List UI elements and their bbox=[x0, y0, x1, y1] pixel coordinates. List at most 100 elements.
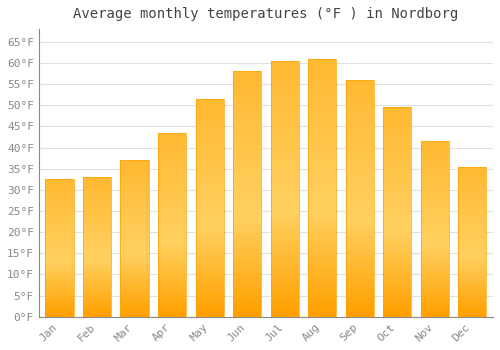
Bar bbox=[196, 134, 224, 138]
Bar bbox=[270, 122, 299, 127]
Bar bbox=[308, 105, 336, 110]
Bar bbox=[83, 297, 111, 300]
Bar bbox=[346, 132, 374, 137]
Bar bbox=[270, 286, 299, 291]
Bar bbox=[383, 107, 412, 112]
Bar bbox=[308, 245, 336, 250]
Bar bbox=[458, 167, 486, 317]
Bar bbox=[196, 151, 224, 155]
Bar bbox=[83, 239, 111, 241]
Bar bbox=[308, 59, 336, 317]
Bar bbox=[158, 302, 186, 306]
Bar bbox=[346, 80, 374, 317]
Bar bbox=[383, 107, 412, 317]
Bar bbox=[233, 204, 261, 209]
Bar bbox=[83, 264, 111, 267]
Bar bbox=[83, 306, 111, 308]
Bar bbox=[346, 212, 374, 217]
Bar bbox=[158, 162, 186, 166]
Bar bbox=[421, 261, 449, 264]
Bar bbox=[196, 247, 224, 251]
Bar bbox=[196, 238, 224, 243]
Bar bbox=[233, 160, 261, 164]
Bar bbox=[308, 59, 336, 64]
Bar bbox=[383, 208, 412, 212]
Bar bbox=[346, 146, 374, 151]
Bar bbox=[308, 193, 336, 198]
Bar bbox=[458, 167, 486, 317]
Bar bbox=[46, 232, 74, 234]
Bar bbox=[458, 184, 486, 188]
Bar bbox=[421, 250, 449, 254]
Bar bbox=[458, 284, 486, 287]
Bar bbox=[383, 149, 412, 153]
Bar bbox=[158, 258, 186, 261]
Bar bbox=[458, 302, 486, 305]
Bar bbox=[270, 296, 299, 301]
Bar bbox=[46, 265, 74, 267]
Bar bbox=[120, 238, 148, 242]
Bar bbox=[196, 208, 224, 212]
Bar bbox=[196, 138, 224, 142]
Bar bbox=[270, 250, 299, 256]
Bar bbox=[233, 140, 261, 145]
Bar bbox=[270, 158, 299, 163]
Bar bbox=[233, 145, 261, 150]
Bar bbox=[233, 219, 261, 224]
Bar bbox=[233, 199, 261, 204]
Bar bbox=[383, 107, 412, 317]
Bar bbox=[196, 299, 224, 304]
Bar bbox=[196, 251, 224, 256]
Bar bbox=[458, 230, 486, 233]
Bar bbox=[120, 198, 148, 201]
Bar bbox=[196, 103, 224, 107]
Bar bbox=[308, 255, 336, 260]
Bar bbox=[120, 170, 148, 173]
Bar bbox=[83, 289, 111, 292]
Bar bbox=[383, 141, 412, 145]
Bar bbox=[83, 177, 111, 317]
Bar bbox=[346, 80, 374, 85]
Bar bbox=[120, 160, 148, 317]
Bar bbox=[46, 193, 74, 196]
Bar bbox=[83, 177, 111, 180]
Bar bbox=[458, 308, 486, 311]
Bar bbox=[270, 301, 299, 307]
Bar bbox=[233, 233, 261, 238]
Bar bbox=[270, 215, 299, 219]
Bar bbox=[270, 260, 299, 266]
Bar bbox=[421, 141, 449, 145]
Bar bbox=[458, 305, 486, 308]
Bar bbox=[46, 182, 74, 185]
Bar bbox=[158, 299, 186, 302]
Bar bbox=[158, 269, 186, 273]
Bar bbox=[46, 223, 74, 226]
Bar bbox=[158, 206, 186, 210]
Bar bbox=[83, 177, 111, 317]
Bar bbox=[233, 273, 261, 278]
Bar bbox=[233, 297, 261, 302]
Bar bbox=[83, 314, 111, 317]
Bar bbox=[346, 203, 374, 208]
Bar bbox=[270, 66, 299, 71]
Bar bbox=[120, 223, 148, 226]
Bar bbox=[196, 125, 224, 130]
Bar bbox=[120, 257, 148, 260]
Bar bbox=[270, 153, 299, 158]
Bar bbox=[196, 203, 224, 208]
Bar bbox=[458, 254, 486, 257]
Bar bbox=[383, 262, 412, 267]
Bar bbox=[458, 293, 486, 296]
Bar bbox=[158, 133, 186, 317]
Bar bbox=[346, 260, 374, 265]
Bar bbox=[158, 192, 186, 195]
Bar bbox=[196, 278, 224, 282]
Bar bbox=[346, 104, 374, 108]
Bar bbox=[120, 292, 148, 295]
Bar bbox=[46, 287, 74, 289]
Bar bbox=[83, 303, 111, 306]
Bar bbox=[83, 272, 111, 275]
Bar bbox=[46, 270, 74, 273]
Bar bbox=[383, 246, 412, 250]
Bar bbox=[120, 264, 148, 267]
